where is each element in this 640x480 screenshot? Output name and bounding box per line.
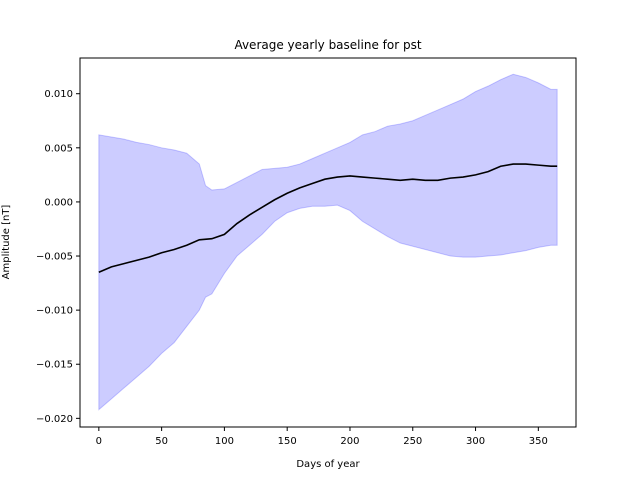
x-tick-label: 150 bbox=[278, 436, 297, 447]
y-axis-label: Amplitude [nT] bbox=[1, 205, 12, 280]
y-tick-label: −0.005 bbox=[36, 252, 73, 263]
y-tick-label: 0.005 bbox=[44, 143, 73, 154]
x-tick-label: 0 bbox=[96, 436, 102, 447]
x-tick-label: 250 bbox=[403, 436, 422, 447]
y-tick-label: −0.010 bbox=[36, 306, 73, 317]
chart-title: Average yearly baseline for pst bbox=[234, 38, 421, 52]
axes-frame bbox=[79, 57, 577, 428]
confidence-band-0 bbox=[98, 73, 558, 411]
x-tick-label: 350 bbox=[529, 436, 548, 447]
x-axis: 0 50 100 150 200 250 300 350 bbox=[96, 427, 548, 447]
y-tick-label: 0.010 bbox=[44, 89, 73, 100]
y-tick-label: −0.015 bbox=[36, 360, 73, 371]
baseline-line-0 bbox=[98, 163, 558, 273]
y-axis: −0.020 −0.015 −0.010 −0.005 0.000 0.005 0.010 bbox=[36, 89, 80, 425]
x-axis-label: Days of year bbox=[296, 459, 360, 470]
y-tick-label: −0.020 bbox=[36, 414, 73, 425]
x-tick-label: 50 bbox=[155, 436, 168, 447]
x-tick-label: 100 bbox=[215, 436, 234, 447]
x-tick-label: 200 bbox=[340, 436, 359, 447]
y-tick-label: 0.000 bbox=[44, 197, 73, 208]
x-tick-label: 300 bbox=[466, 436, 485, 447]
plot-area bbox=[98, 73, 558, 411]
